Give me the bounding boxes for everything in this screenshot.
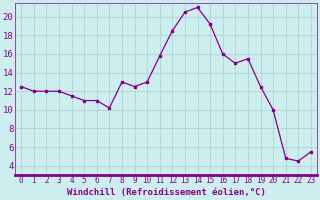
X-axis label: Windchill (Refroidissement éolien,°C): Windchill (Refroidissement éolien,°C) — [67, 188, 266, 197]
